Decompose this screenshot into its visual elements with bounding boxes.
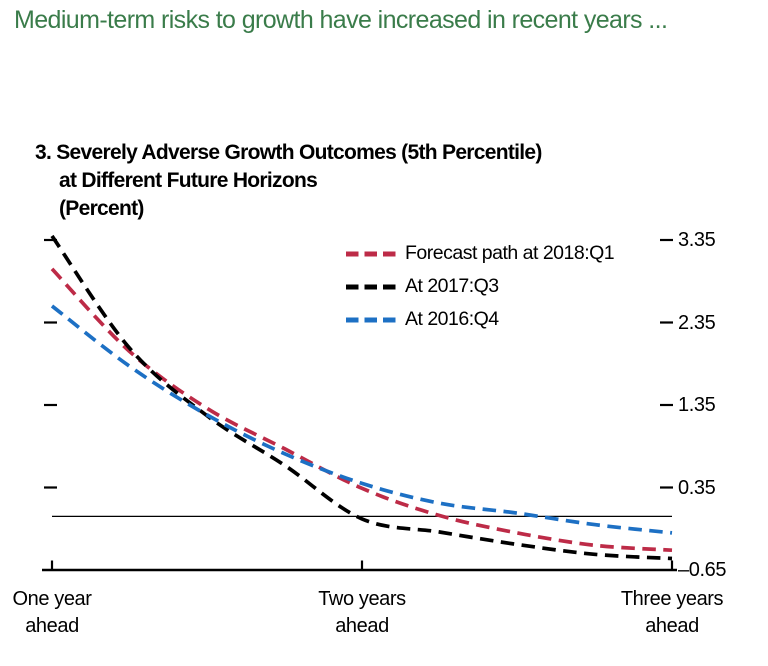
chart-title: 3. Severely Adverse Growth Outcomes (5th… xyxy=(35,139,542,223)
legend-label: At 2016:Q4 xyxy=(405,308,499,330)
chart-title-line: at Different Future Horizons xyxy=(59,169,318,192)
legend-item: At 2017:Q3 xyxy=(346,270,614,303)
y-axis-tick-label: 1.35 xyxy=(678,394,716,416)
x-axis-tick-label: Three years ahead xyxy=(592,586,752,640)
legend-item: Forecast path at 2018:Q1 xyxy=(346,237,615,270)
chart-legend: Forecast path at 2018:Q1 At 2017:Q3 At 201… xyxy=(346,237,615,336)
x-axis-tick-label-line: ahead xyxy=(25,615,79,637)
y-axis-tick-label: –0.65 xyxy=(678,559,727,581)
y-axis-tick-label: 3.35 xyxy=(678,229,716,251)
chart-title-line: (Percent) xyxy=(59,197,144,220)
x-axis-tick-label-line: Two years xyxy=(318,588,406,610)
x-axis-tick-label-line: Three years xyxy=(620,588,724,610)
report-heading: Medium-term risks to growth have increas… xyxy=(14,6,668,34)
dashed-line-swatch xyxy=(346,251,396,256)
series-line-2 xyxy=(50,304,673,535)
y-axis-tick-label: 0.35 xyxy=(678,476,716,499)
series-line-0 xyxy=(50,267,673,553)
series-line-1 xyxy=(50,234,673,561)
x-axis-tick-label-line: ahead xyxy=(645,615,699,637)
legend-item: At 2016:Q4 xyxy=(346,303,614,336)
legend-label: At 2017:Q3 xyxy=(405,275,499,297)
dashed-line-swatch xyxy=(346,284,396,289)
dashed-line-swatch xyxy=(346,317,396,322)
legend-label: Forecast path at 2018:Q1 xyxy=(405,242,615,264)
y-axis-tick-label: 2.35 xyxy=(678,311,716,334)
x-axis-tick-label-line: ahead xyxy=(335,615,389,637)
x-axis-tick-label: Two years ahead xyxy=(282,586,442,640)
x-axis-tick-label: One year ahead xyxy=(0,586,132,640)
chart-title-line: 3. Severely Adverse Growth Outcomes (5th… xyxy=(35,141,542,164)
x-axis-tick-label-line: One year xyxy=(12,588,92,610)
